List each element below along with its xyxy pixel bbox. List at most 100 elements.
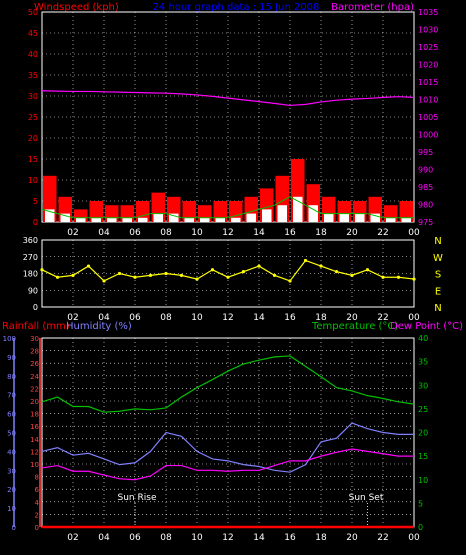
temp-y-tick-label: 25 xyxy=(418,405,428,414)
baro-y-tick-label: 975 xyxy=(418,218,433,227)
wind-direction-point xyxy=(195,277,199,281)
temp-y-tick-label: 40 xyxy=(418,334,428,343)
humidity-y-tick-label: 20 xyxy=(7,486,16,494)
humidity-axis-label: Humidity (%) xyxy=(66,321,132,332)
rain-y-tick-label: 14 xyxy=(30,436,39,444)
wind-average-bar xyxy=(184,217,194,222)
direction-y-tick-label: 270 xyxy=(23,253,38,262)
baro-y-tick-label: 1010 xyxy=(418,96,438,105)
wind-x-tick-label: 10 xyxy=(191,228,203,238)
humidity-y-tick-label: 10 xyxy=(7,505,16,513)
direction-x-tick-label: 00 xyxy=(408,313,420,323)
direction-y-tick-label: 0 xyxy=(33,303,38,312)
baro-y-tick-label: 990 xyxy=(418,166,433,175)
rain-y-tick-label: 0 xyxy=(35,524,39,532)
wind-direction-point xyxy=(350,273,354,277)
temp-y-tick-label: 15 xyxy=(418,452,428,461)
wind-direction-point xyxy=(303,258,308,263)
wind-average-bar xyxy=(45,209,55,222)
wind-x-tick-label: 22 xyxy=(377,228,388,238)
wind-gust-bar xyxy=(213,201,227,222)
wind-direction-point xyxy=(40,268,44,272)
wind-average-bar xyxy=(200,217,210,222)
wind-y-tick-label: 20 xyxy=(28,134,38,143)
baro-y-tick-label: 1005 xyxy=(418,113,438,122)
wind-average-bar xyxy=(355,213,365,222)
sun-set-label: Sun Set xyxy=(349,493,384,503)
rain-y-tick-label: 18 xyxy=(30,411,39,419)
wind-y-tick-label: 30 xyxy=(28,92,38,101)
humidity-y-tick-label: 70 xyxy=(7,392,16,400)
baro-y-tick-label: 1000 xyxy=(418,131,438,140)
baro-y-tick-label: 1025 xyxy=(418,43,438,52)
direction-x-tick-label: 12 xyxy=(222,313,233,323)
compass-label: E xyxy=(435,286,441,297)
humidity-y-tick-label: 60 xyxy=(7,411,16,419)
compass-label: N xyxy=(434,236,441,247)
wind-x-tick-label: 12 xyxy=(222,228,233,238)
rain-y-tick-label: 4 xyxy=(35,499,40,507)
temp-y-tick-label: 5 xyxy=(418,499,423,508)
direction-x-tick-label: 02 xyxy=(67,313,78,323)
baro-y-tick-label: 1020 xyxy=(418,61,438,70)
rain-y-tick-label: 6 xyxy=(35,486,40,494)
wind-average-bar xyxy=(324,213,334,222)
wind-direction-point xyxy=(319,264,323,268)
wind-average-bar xyxy=(386,217,396,222)
wind-average-bar xyxy=(153,213,163,222)
wind-average-bar xyxy=(91,217,101,222)
wind-average-bar xyxy=(122,217,132,222)
wind-x-tick-label: 08 xyxy=(160,228,172,238)
temperature-line xyxy=(41,355,415,413)
windspeed-axis-label: Windspeed (kph) xyxy=(34,2,119,13)
direction-x-tick-label: 14 xyxy=(253,313,265,323)
wind-gust-bar xyxy=(89,201,103,222)
wind-average-bar xyxy=(246,213,256,222)
temp-x-tick-label: 04 xyxy=(98,533,110,543)
wind-y-tick-label: 45 xyxy=(28,29,38,38)
temp-x-tick-label: 12 xyxy=(222,533,233,543)
humidity-y-tick-label: 100 xyxy=(3,335,16,343)
rain-y-tick-label: 26 xyxy=(30,360,39,368)
direction-x-tick-label: 10 xyxy=(191,313,203,323)
direction-y-tick-label: 180 xyxy=(23,270,38,279)
temperature-axis-label: Temperature (°C) xyxy=(311,321,398,332)
wind-direction-point xyxy=(257,264,261,268)
wind-y-tick-label: 5 xyxy=(33,197,38,206)
rain-y-tick-label: 30 xyxy=(30,335,39,343)
wind-direction-point xyxy=(148,273,153,277)
wind-average-bar xyxy=(370,213,380,222)
baro-y-tick-label: 1015 xyxy=(418,78,438,87)
wind-average-bar xyxy=(76,217,86,222)
humidity-y-tick-label: 0 xyxy=(12,524,16,532)
direction-x-tick-label: 20 xyxy=(346,313,358,323)
barometer-axis-label: Barometer (hpa) xyxy=(331,2,414,13)
rain-y-tick-label: 10 xyxy=(30,461,39,469)
baro-y-tick-label: 995 xyxy=(418,148,433,157)
wind-x-tick-label: 16 xyxy=(284,228,296,238)
humidity-line xyxy=(41,422,414,473)
wind-y-tick-label: 35 xyxy=(28,71,38,80)
wind-direction-point xyxy=(226,275,230,279)
wind-direction-point xyxy=(164,271,168,276)
wind-average-bar xyxy=(339,213,349,222)
wind-y-tick-label: 15 xyxy=(28,155,38,164)
humidity-y-tick-label: 90 xyxy=(7,354,16,362)
rainfall-axis-label: Rainfall (mm) xyxy=(2,321,70,332)
wind-average-bar xyxy=(107,217,117,222)
chart-title: 24 hour graph data : 15 Jun 2008 xyxy=(153,2,320,13)
wind-x-tick-label: 00 xyxy=(408,228,420,238)
wind-direction-point xyxy=(365,268,370,272)
wind-average-bar xyxy=(215,217,225,222)
temp-x-tick-label: 18 xyxy=(315,533,327,543)
temp-x-tick-label: 00 xyxy=(408,533,420,543)
temp-y-tick-label: 20 xyxy=(418,429,428,438)
compass-label: S xyxy=(435,270,441,281)
wind-x-tick-label: 18 xyxy=(315,228,327,238)
temp-x-tick-label: 06 xyxy=(129,533,141,543)
wind-y-tick-label: 40 xyxy=(28,50,38,59)
barometer-line xyxy=(41,90,415,107)
wind-x-tick-label: 20 xyxy=(346,228,358,238)
temp-x-tick-label: 20 xyxy=(346,533,358,543)
